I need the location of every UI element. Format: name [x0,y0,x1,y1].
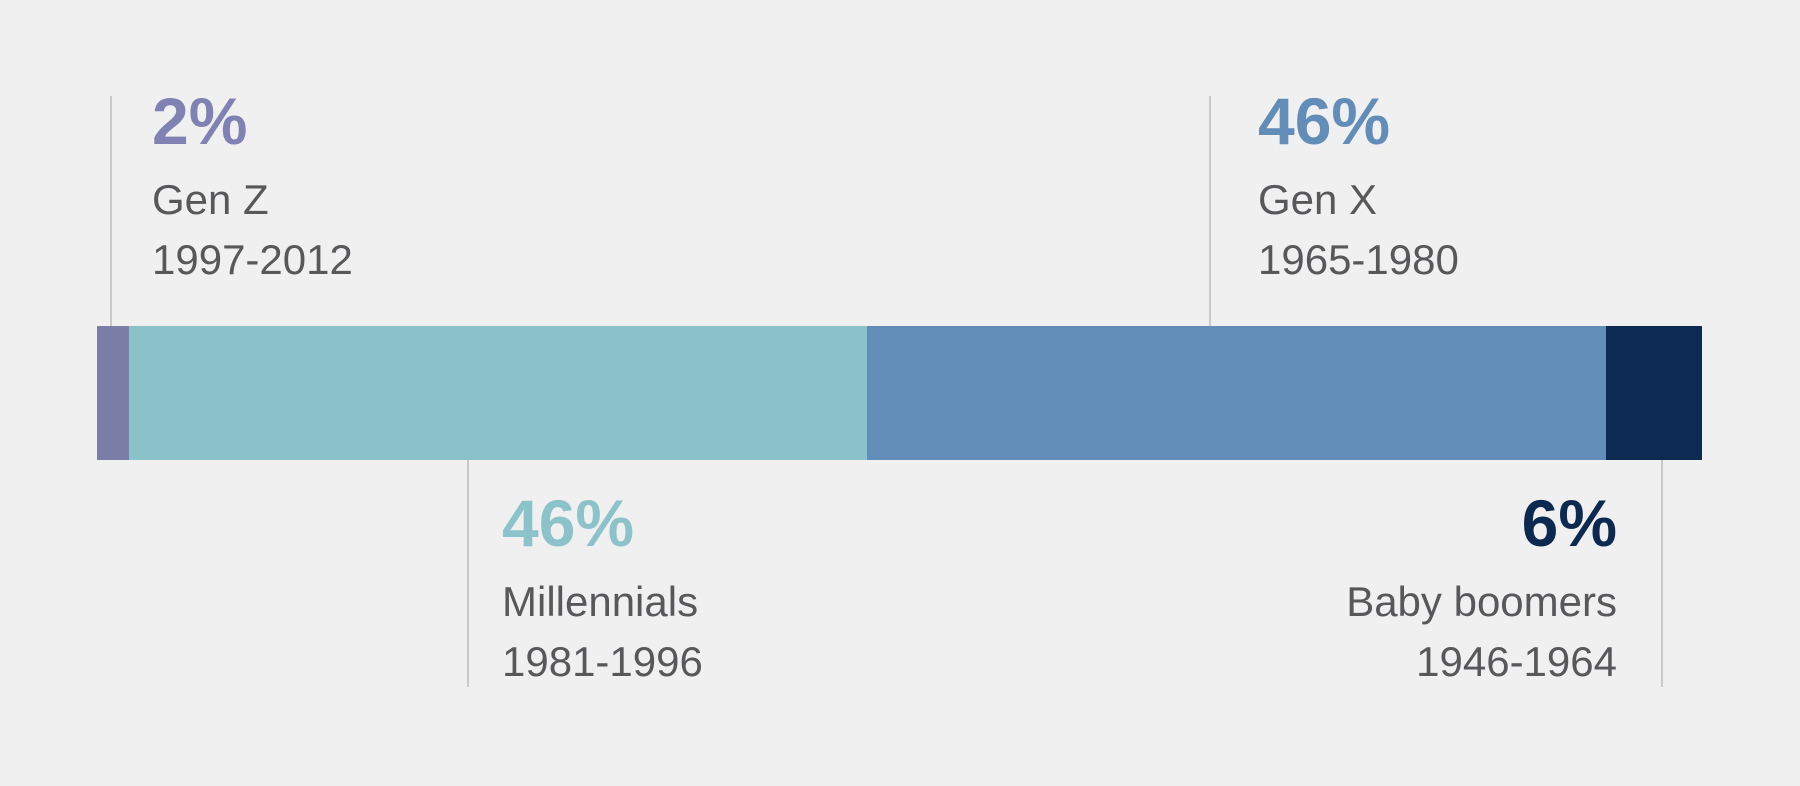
millennials-years: 1981-1996 [502,638,703,685]
gen-z-years: 1997-2012 [152,236,353,283]
bar-segment-gen-z [97,326,130,460]
gen-x-connector-line [1209,96,1211,326]
baby-boomers-years: 1946-1964 [1416,638,1617,685]
gen-z-connector-line [110,96,112,326]
callout-millennials: 46% Millennials 1981-1996 [502,490,703,692]
bar-segment-millennials [129,326,868,460]
gen-x-label: Gen X [1258,176,1378,223]
millennials-label: Millennials [502,578,699,625]
gen-z-label: Gen Z [152,176,269,223]
bar-segment-baby-boomers [1605,326,1702,460]
gen-x-years: 1965-1980 [1258,236,1459,283]
stacked-bar [97,326,1702,460]
baby-boomers-connector-line [1661,460,1663,687]
gen-x-percentage: 46% [1258,84,1391,158]
callout-baby-boomers: 6% Baby boomers 1946-1964 [1346,490,1617,692]
baby-boomers-percentage: 6% [1521,486,1617,560]
baby-boomers-label: Baby boomers [1346,578,1617,625]
callout-gen-z: 2% Gen Z 1997-2012 [152,88,353,290]
millennials-connector-line [467,460,469,687]
gen-z-percentage: 2% [152,84,248,158]
callout-gen-x: 46% Gen X 1965-1980 [1258,88,1459,290]
millennials-percentage: 46% [502,486,635,560]
bar-segment-gen-x [867,326,1606,460]
